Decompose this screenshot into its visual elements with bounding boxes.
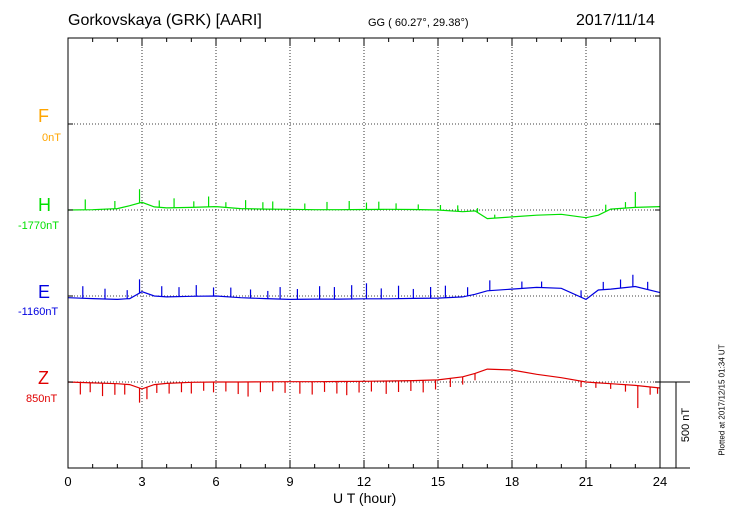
series-baseline-z: 850nT [26,393,58,405]
scale-bar-label: 500 nT [680,407,692,443]
station-coordinates: GG ( 60.27°, 29.38°) [368,17,469,29]
grid-lines [68,38,660,468]
series-label-e: E [38,282,51,302]
series-baseline-h: -1770nT [18,220,59,232]
series-baseline-e: -1160nT [18,306,59,318]
traces [67,189,661,409]
x-tick-label: 3 [138,474,145,489]
scale-bar [660,381,690,469]
x-ticks: 0 3 6 9 12 15 18 21 24 [64,37,667,489]
trace-e [67,285,661,301]
series-label-f: F [38,106,49,126]
x-tick-label: 0 [64,474,71,489]
x-tick-label: 24 [653,474,667,489]
plot-frame [67,37,661,469]
x-tick-label: 18 [505,474,519,489]
trace-h [67,201,661,220]
trace-z [67,368,661,390]
station-title: Gorkovskaya (GRK) [AARI] [68,12,262,29]
plotted-timestamp: Plotted at 2017/12/15 01:34 UT [717,344,727,456]
x-tick-label: 6 [212,474,219,489]
date-label: 2017/11/14 [576,12,655,29]
x-tick-label: 21 [579,474,593,489]
x-tick-label: 12 [357,474,371,489]
series-label-h: H [38,195,51,215]
series-label-z: Z [38,368,49,388]
x-tick-label: 9 [286,474,293,489]
x-tick-label: 15 [431,474,445,489]
series-baseline-f: 0nT [42,132,61,144]
x-axis-label: U T (hour) [333,490,397,506]
